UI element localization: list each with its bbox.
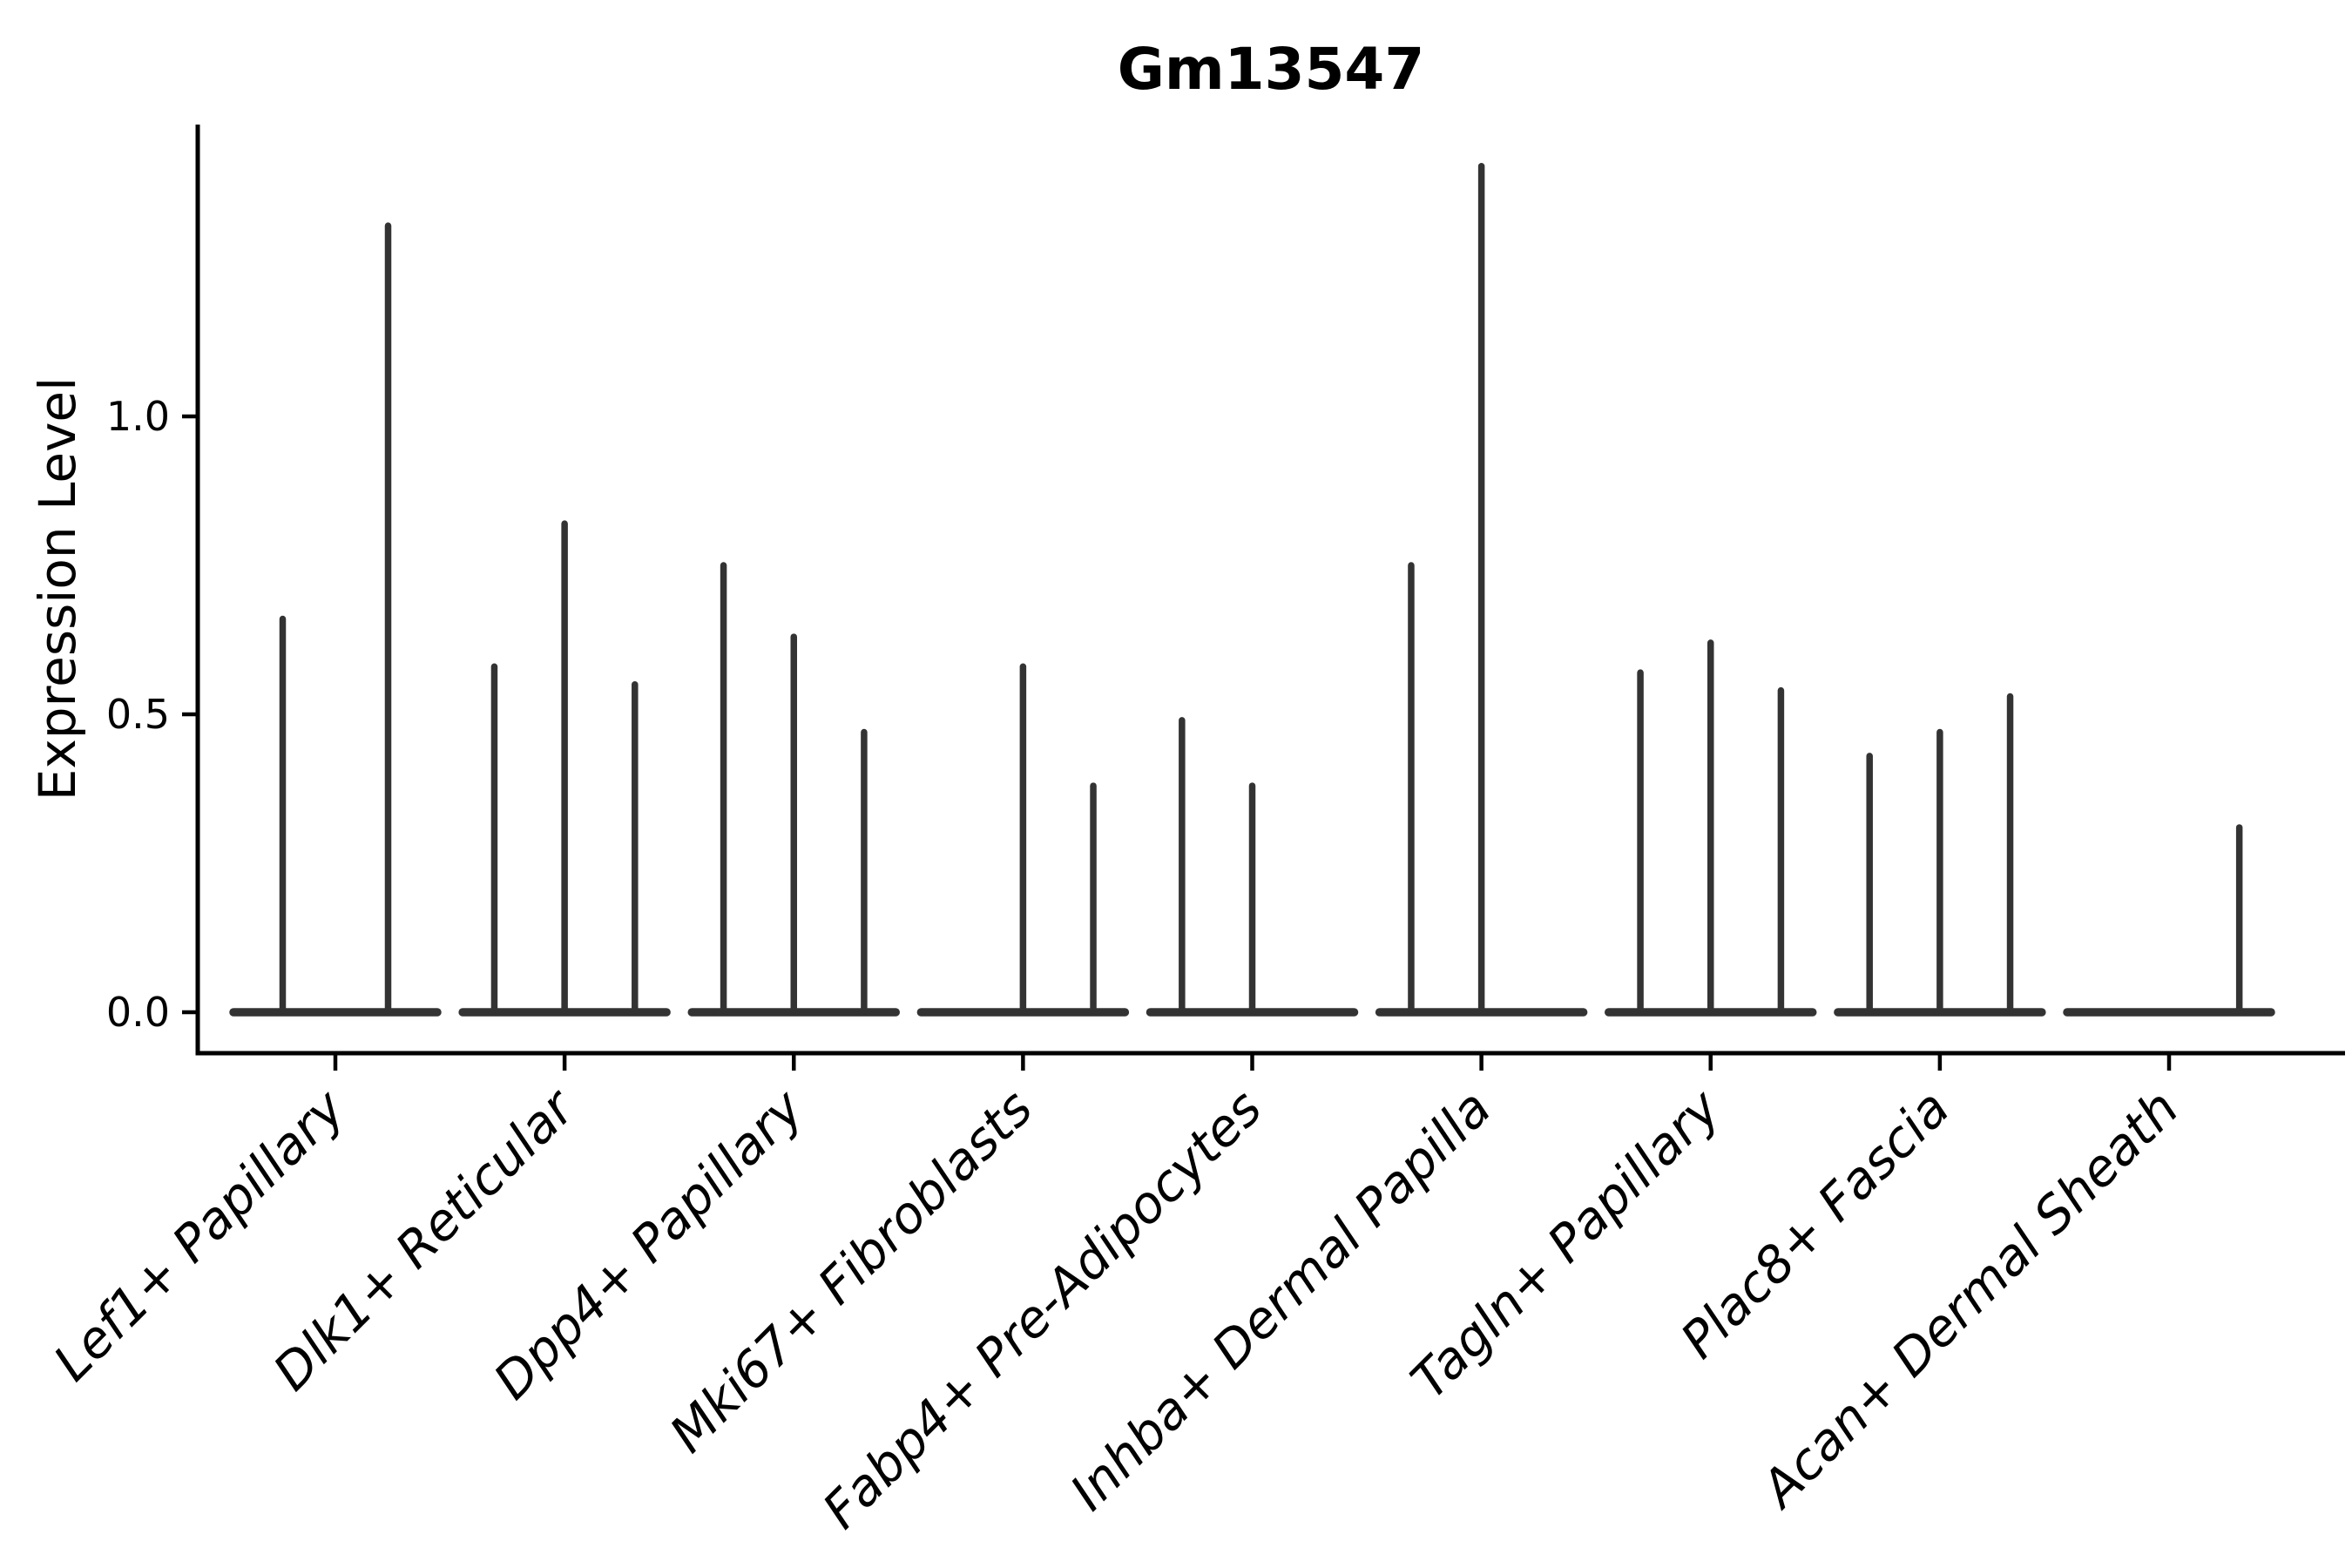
y-tick-label: 0.5 <box>106 691 170 738</box>
y-tick-label: 0.0 <box>106 989 170 1036</box>
y-axis-label: Expression Level <box>28 377 87 801</box>
x-tick-label: Fabp4+ Pre-Adipocytes <box>811 1078 1273 1540</box>
y-tick-label: 1.0 <box>106 393 170 440</box>
x-tick-label: Acan+ Dermal Sheath <box>1747 1078 2190 1521</box>
chart-title: Gm13547 <box>1118 36 1425 103</box>
axes <box>182 125 2345 1071</box>
x-tick-label: Inhba+ Dermal Papilla <box>1058 1078 1502 1522</box>
violins <box>229 162 2275 1017</box>
